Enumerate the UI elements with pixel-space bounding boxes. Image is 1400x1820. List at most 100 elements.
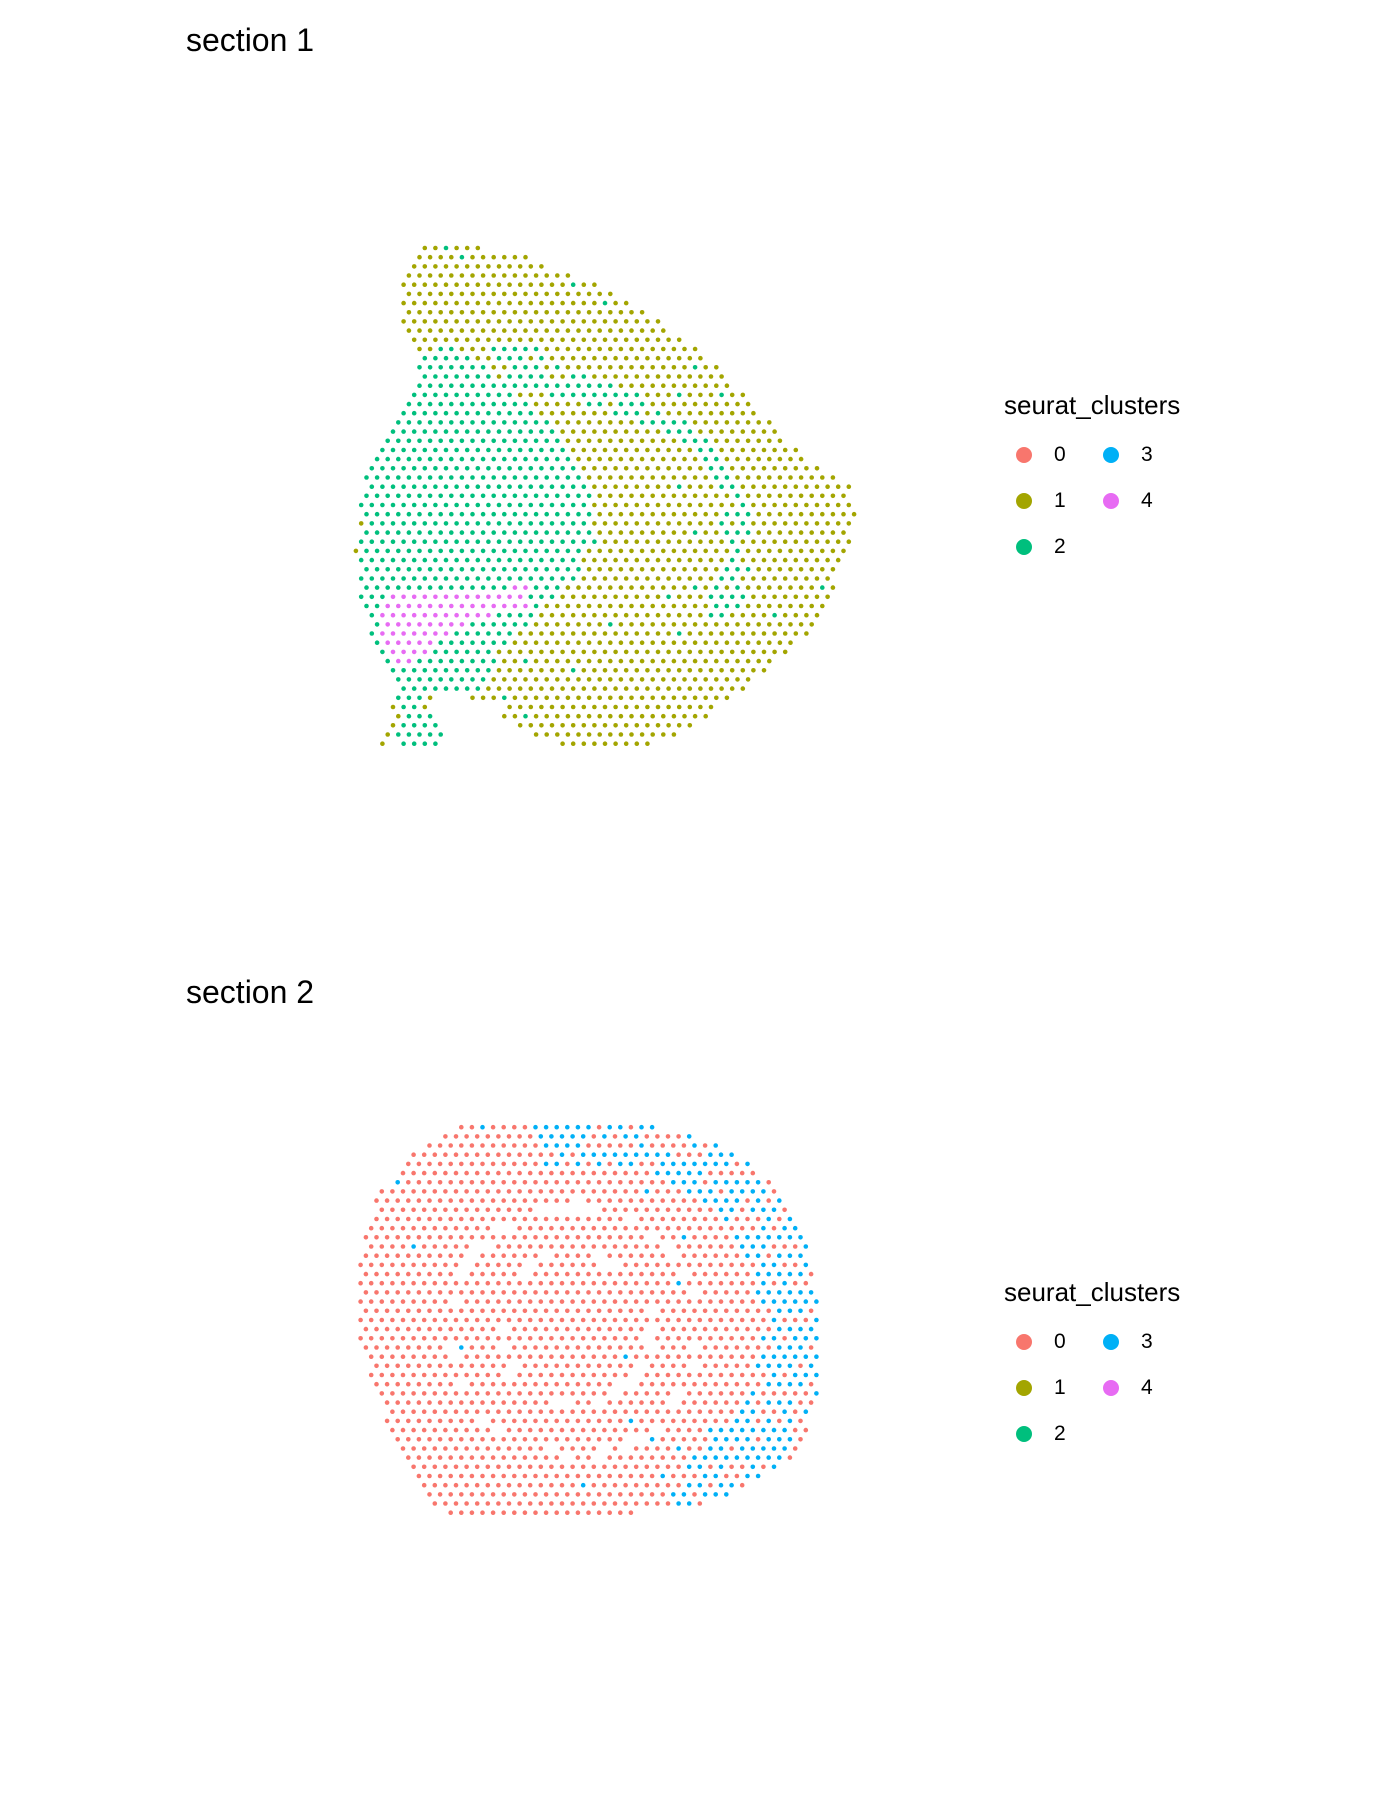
spot-point: [464, 1189, 469, 1194]
spot-point: [390, 1354, 395, 1359]
spot-point: [565, 1473, 570, 1479]
spot-point: [570, 631, 576, 636]
spot-point: [549, 282, 555, 288]
spot-point: [586, 1345, 591, 1350]
legend-title: seurat_clusters: [1004, 1277, 1181, 1307]
spot-point: [560, 337, 565, 343]
spot-point: [602, 392, 608, 398]
spot-point: [597, 695, 602, 701]
spot-point: [735, 640, 740, 645]
spot-point: [666, 410, 671, 416]
spot-point: [480, 365, 486, 370]
spot-point: [496, 649, 502, 655]
spot-point: [814, 557, 820, 563]
spot-point: [539, 374, 544, 379]
spot-point: [401, 612, 406, 618]
spot-point: [421, 1464, 427, 1470]
spot-point: [602, 741, 608, 746]
spot-point: [676, 1152, 681, 1157]
spot-point: [417, 291, 422, 297]
spot-point: [766, 1400, 771, 1405]
spot-point: [448, 1400, 454, 1405]
spot-point: [480, 401, 486, 407]
spot-point: [591, 1189, 597, 1194]
spot-point: [490, 1326, 496, 1332]
spot-point: [512, 365, 518, 370]
spot-point: [384, 1418, 390, 1424]
spot-point: [449, 420, 454, 425]
spot-point: [597, 658, 602, 664]
spot-point: [681, 1161, 687, 1167]
spot-point: [480, 328, 486, 333]
spot-point: [629, 493, 634, 499]
spot-point: [713, 1198, 718, 1203]
spot-point: [538, 1446, 544, 1451]
spot-point: [661, 383, 666, 389]
spot-point: [820, 603, 825, 609]
spot-point: [528, 466, 534, 471]
spot-point: [724, 1345, 729, 1350]
spot-point: [639, 677, 645, 682]
spot-point: [491, 291, 497, 297]
spot-point: [491, 346, 497, 352]
spot-point: [490, 1235, 496, 1240]
spot-point: [613, 374, 618, 379]
spot-point: [792, 1280, 798, 1286]
spot-point: [756, 548, 761, 554]
spot-point: [613, 429, 618, 434]
spot-point: [522, 1198, 528, 1203]
spot-point: [358, 502, 364, 508]
spot-point: [686, 1262, 692, 1268]
spot-point: [708, 484, 714, 490]
spot-point: [496, 484, 502, 490]
spot-point: [777, 1345, 782, 1350]
spot-point: [639, 1473, 644, 1479]
spot-point: [528, 521, 534, 526]
spot-point: [623, 1152, 628, 1157]
spot-point: [734, 1473, 740, 1479]
spot-point: [576, 511, 581, 517]
spot-point: [602, 1134, 607, 1139]
spot-point: [480, 1326, 485, 1332]
spot-point: [697, 1427, 703, 1433]
spot-point: [633, 1464, 639, 1470]
spot-point: [655, 723, 661, 728]
spot-point: [660, 1381, 665, 1387]
spot-point: [623, 1170, 628, 1176]
spot-point: [798, 475, 804, 480]
spot-point: [639, 456, 645, 462]
spot-point: [459, 1345, 464, 1350]
spot-point: [713, 1253, 718, 1258]
spot-point: [755, 1400, 761, 1405]
legend-label: 0: [1054, 443, 1066, 466]
spot-point: [782, 631, 788, 636]
spot-point: [438, 310, 444, 315]
spot-point: [406, 438, 412, 444]
spot-point: [782, 576, 788, 581]
spot-point: [544, 548, 549, 554]
spot-point: [559, 1299, 565, 1304]
spot-point: [724, 1180, 729, 1185]
spot-point: [517, 429, 523, 434]
spot-point: [602, 447, 608, 453]
spot-point: [533, 475, 539, 480]
spot-point: [517, 466, 523, 471]
spot-point: [761, 1244, 766, 1249]
spot-point: [761, 1280, 766, 1286]
spot-point: [459, 1161, 464, 1167]
spot-point: [506, 1280, 512, 1286]
spot-point: [792, 1336, 798, 1341]
spot-point: [846, 521, 852, 526]
spot-point: [565, 475, 571, 480]
spot-point: [660, 1345, 665, 1350]
spot-point: [814, 484, 820, 490]
spot-point: [703, 603, 708, 609]
spot-point: [502, 273, 507, 278]
spot-point: [565, 548, 571, 554]
spot-point: [459, 1124, 464, 1130]
spot-point: [745, 401, 751, 407]
spot-point: [417, 713, 422, 719]
spot-point: [681, 1216, 687, 1222]
spot-point: [718, 1409, 724, 1414]
spot-point: [528, 576, 534, 581]
